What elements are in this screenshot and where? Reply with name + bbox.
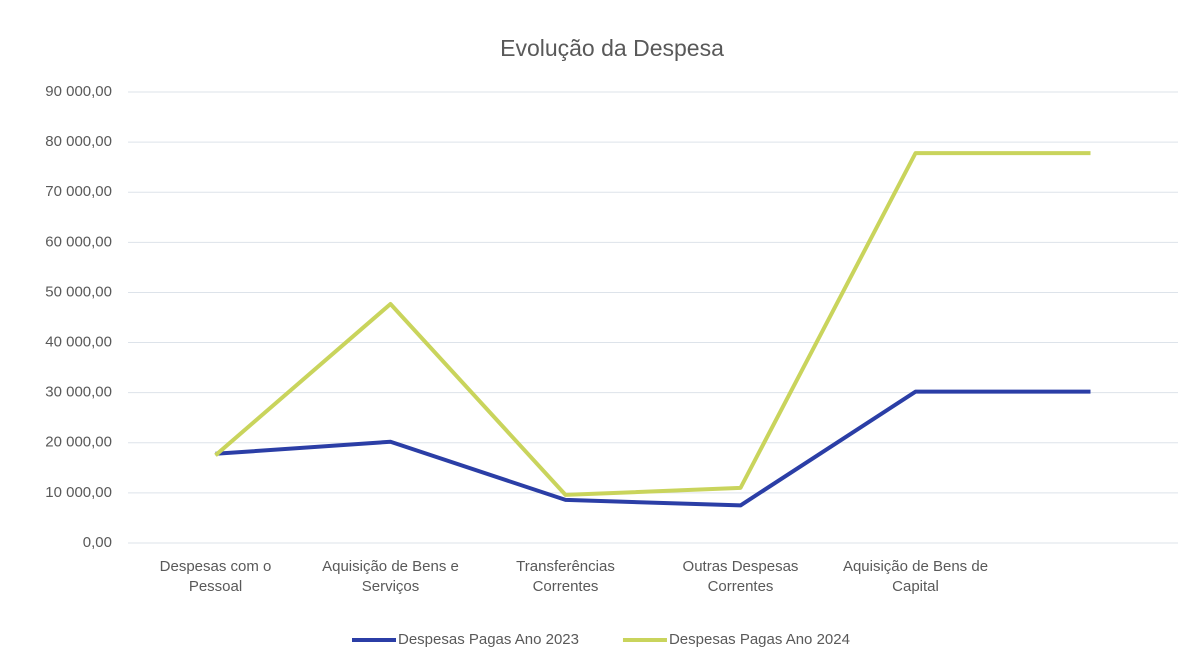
- y-tick-label: 30 000,00: [45, 384, 112, 401]
- x-tick-label: Aquisição de Bens de Capital: [842, 558, 989, 595]
- legend-label: Despesas Pagas Ano 2023: [398, 631, 579, 648]
- y-tick-label: 10 000,00: [45, 484, 112, 501]
- chart-title: Evolução da Despesa: [500, 35, 724, 61]
- x-tick-label: Transferências Correntes: [516, 558, 615, 595]
- y-tick-label: 40 000,00: [45, 334, 112, 351]
- series-line: [214, 151, 1091, 497]
- y-tick-label: 90 000,00: [45, 83, 112, 100]
- y-tick-label: 20 000,00: [45, 434, 112, 451]
- y-tick-label: 80 000,00: [45, 133, 112, 150]
- y-tick-label: 50 000,00: [45, 283, 112, 300]
- x-tick-label: Outras Despesas Correntes: [682, 558, 799, 595]
- x-tick-label: Aquisição de Bens e Serviços: [322, 558, 459, 595]
- legend-label: Despesas Pagas Ano 2024: [669, 631, 850, 648]
- x-tick-label: Despesas com o Pessoal: [159, 558, 272, 595]
- y-tick-label: 60 000,00: [45, 233, 112, 250]
- y-tick-label: 0,00: [83, 534, 112, 551]
- series-line: [215, 389, 1091, 508]
- y-tick-label: 70 000,00: [45, 183, 112, 200]
